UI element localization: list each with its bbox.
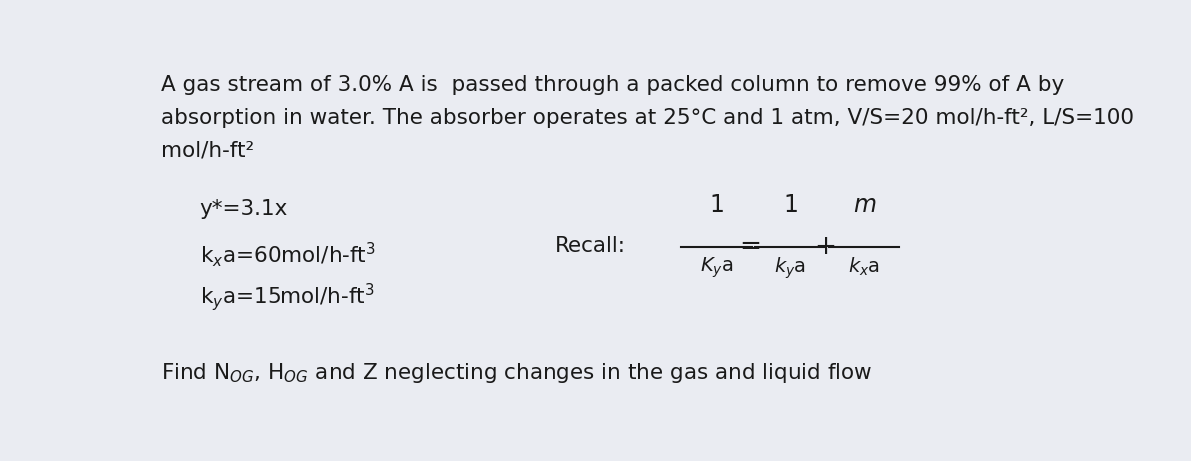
Text: $K_y$a: $K_y$a	[700, 256, 734, 280]
Text: =: =	[738, 234, 761, 260]
Text: A gas stream of 3.0% A is  passed through a packed column to remove 99% of A by: A gas stream of 3.0% A is passed through…	[161, 75, 1064, 95]
Text: $k_x$a: $k_x$a	[848, 256, 880, 278]
Text: 1: 1	[782, 193, 798, 217]
Text: Find N$_{OG}$, H$_{OG}$ and Z neglecting changes in the gas and liquid flow: Find N$_{OG}$, H$_{OG}$ and Z neglecting…	[161, 361, 873, 384]
Text: k$_y$a=15mol/h-ft$^3$: k$_y$a=15mol/h-ft$^3$	[200, 281, 374, 313]
Text: +: +	[815, 234, 836, 260]
Text: mol/h-ft²: mol/h-ft²	[161, 140, 254, 160]
Text: absorption in water. The absorber operates at 25°C and 1 atm, V/S=20 mol/h-ft², : absorption in water. The absorber operat…	[161, 107, 1134, 128]
Text: $m$: $m$	[853, 193, 875, 217]
Text: y*=3.1x: y*=3.1x	[200, 199, 288, 219]
Text: k$_x$a=60mol/h-ft$^3$: k$_x$a=60mol/h-ft$^3$	[200, 240, 375, 269]
Text: $k_y$a: $k_y$a	[774, 256, 806, 281]
Text: 1: 1	[709, 193, 724, 217]
Text: Recall:: Recall:	[555, 236, 626, 256]
